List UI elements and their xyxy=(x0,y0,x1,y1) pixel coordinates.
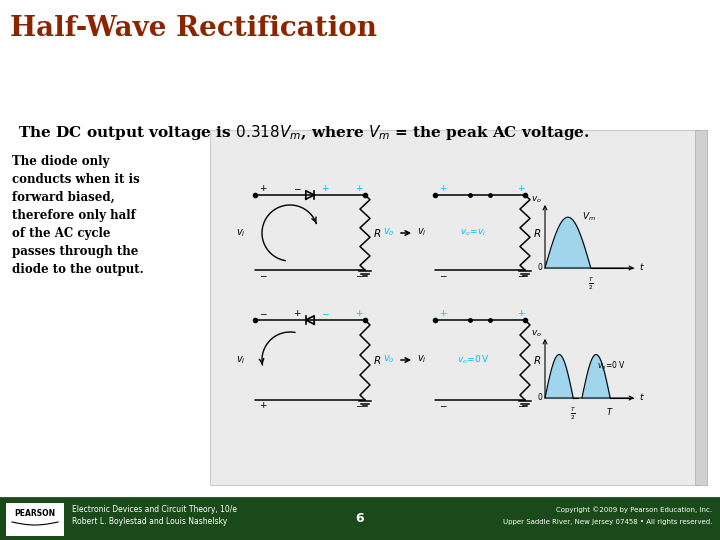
Text: conducts when it is: conducts when it is xyxy=(12,173,140,186)
Text: $R$: $R$ xyxy=(533,354,541,366)
Text: $v_i$: $v_i$ xyxy=(236,354,246,366)
Text: +: + xyxy=(439,309,446,318)
FancyBboxPatch shape xyxy=(695,130,707,485)
Text: $v_o\!=\!v_i$: $v_o\!=\!v_i$ xyxy=(459,228,486,238)
Text: $v_i$: $v_i$ xyxy=(236,227,246,239)
Text: −: − xyxy=(517,401,524,410)
Text: +: + xyxy=(517,309,524,318)
Text: +: + xyxy=(293,309,300,318)
Text: −: − xyxy=(355,401,362,410)
Text: The DC output voltage is $0.318V_m$, where $V_m$ = the peak AC voltage.: The DC output voltage is $0.318V_m$, whe… xyxy=(18,123,590,141)
Text: diode to the output.: diode to the output. xyxy=(12,263,144,276)
Text: passes through the: passes through the xyxy=(12,245,138,258)
Text: −: − xyxy=(355,271,362,280)
Text: −: − xyxy=(439,271,446,280)
Text: +: + xyxy=(259,401,266,410)
Text: +: + xyxy=(517,184,524,193)
Text: $v_i$: $v_i$ xyxy=(417,226,427,238)
Text: −: − xyxy=(259,309,266,318)
Text: 0: 0 xyxy=(537,393,542,402)
Text: Robert L. Boylestad and Louis Nashelsky: Robert L. Boylestad and Louis Nashelsky xyxy=(72,517,228,526)
Text: $\frac{T}{2}$: $\frac{T}{2}$ xyxy=(570,406,576,422)
Text: +: + xyxy=(439,184,446,193)
Text: +: + xyxy=(355,309,362,318)
FancyBboxPatch shape xyxy=(210,130,700,485)
Text: $t$: $t$ xyxy=(639,261,645,273)
Text: $R$: $R$ xyxy=(373,354,381,366)
Text: $v_o$: $v_o$ xyxy=(531,195,542,205)
Text: Upper Saddle River, New Jersey 07458 • All rights reserved.: Upper Saddle River, New Jersey 07458 • A… xyxy=(503,519,712,525)
Bar xyxy=(0,498,720,540)
Text: −: − xyxy=(321,309,328,318)
Text: forward biased,: forward biased, xyxy=(12,191,114,204)
Text: 6: 6 xyxy=(356,511,364,524)
Text: $v_o$: $v_o$ xyxy=(531,329,542,339)
Text: Electronic Devices and Circuit Theory, 10/e: Electronic Devices and Circuit Theory, 1… xyxy=(72,505,237,515)
Text: $v_o\!=\!0\,\mathrm{V}$: $v_o\!=\!0\,\mathrm{V}$ xyxy=(456,354,490,366)
Text: Half-Wave Rectification: Half-Wave Rectification xyxy=(10,15,377,42)
Text: −: − xyxy=(439,401,446,410)
Text: +: + xyxy=(321,184,328,193)
Text: +: + xyxy=(355,184,362,193)
Text: PEARSON: PEARSON xyxy=(14,510,55,518)
Text: The diode only: The diode only xyxy=(12,155,109,168)
Text: $\frac{T}{2}$: $\frac{T}{2}$ xyxy=(588,276,594,292)
Text: −: − xyxy=(259,271,266,280)
Text: $R$: $R$ xyxy=(533,227,541,239)
Text: Copyright ©2009 by Pearson Education, Inc.: Copyright ©2009 by Pearson Education, In… xyxy=(556,507,712,514)
Text: of the AC cycle: of the AC cycle xyxy=(12,227,110,240)
Text: $v_o\!=\!0\,\mathrm{V}$: $v_o\!=\!0\,\mathrm{V}$ xyxy=(598,360,626,373)
Text: $v_i$: $v_i$ xyxy=(417,353,427,365)
Text: $v_o$: $v_o$ xyxy=(383,226,395,238)
Text: 0: 0 xyxy=(537,262,542,272)
Text: +: + xyxy=(259,184,266,193)
Text: $V_m$: $V_m$ xyxy=(582,211,596,224)
Bar xyxy=(6,503,64,536)
Text: $T$: $T$ xyxy=(606,406,614,417)
Text: $R$: $R$ xyxy=(373,227,381,239)
Text: −: − xyxy=(293,184,300,193)
Text: therefore only half: therefore only half xyxy=(12,209,136,222)
Text: $v_o$: $v_o$ xyxy=(383,353,395,365)
Text: $t$: $t$ xyxy=(639,392,645,402)
Text: −: − xyxy=(517,271,524,280)
